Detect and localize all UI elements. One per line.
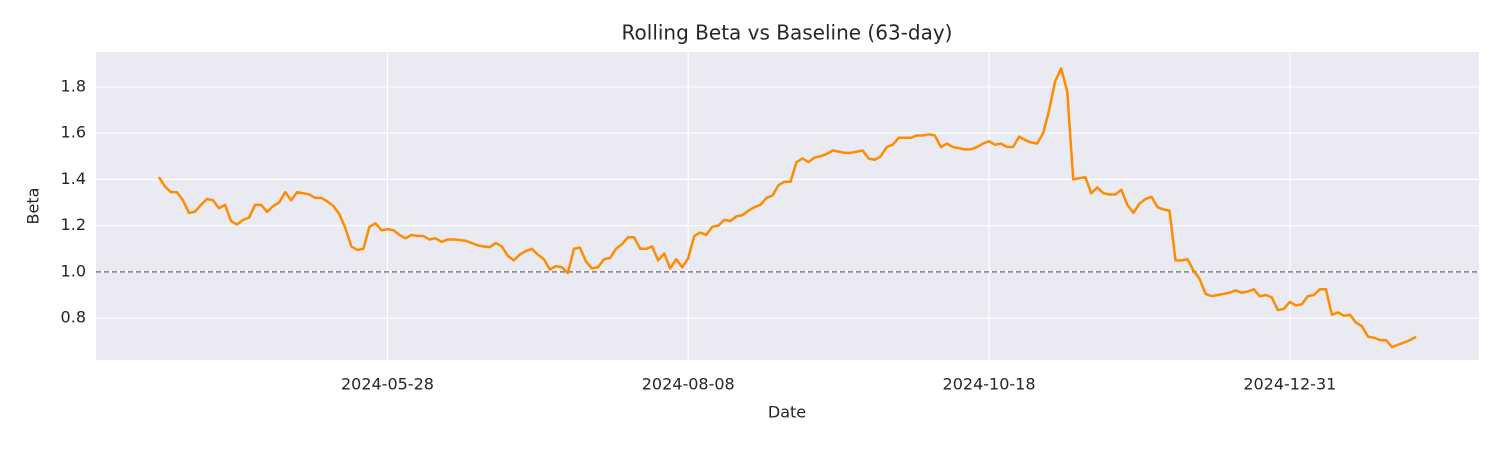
- y-tick-label: 1.6: [61, 123, 86, 142]
- y-tick-label: 1.2: [61, 215, 86, 234]
- data-line: [157, 67, 1417, 349]
- x-tick-label: 2024-10-18: [943, 375, 1036, 394]
- x-tick-label: 2024-12-31: [1243, 375, 1336, 394]
- x-tick-label: 2024-05-28: [341, 375, 434, 394]
- grid: [96, 52, 1479, 360]
- y-axis-label: Beta: [24, 188, 43, 225]
- y-tick-label: 1.0: [61, 261, 86, 280]
- x-axis-label: Date: [768, 403, 806, 422]
- y-tick-label: 1.4: [61, 169, 86, 188]
- plot-area: [96, 52, 1479, 360]
- x-tick-label: 2024-08-08: [642, 375, 735, 394]
- marks: [96, 67, 1479, 349]
- y-tick-label: 1.8: [61, 76, 86, 95]
- y-tick-label: 0.8: [61, 308, 86, 327]
- chart-title: Rolling Beta vs Baseline (63-day): [622, 21, 953, 45]
